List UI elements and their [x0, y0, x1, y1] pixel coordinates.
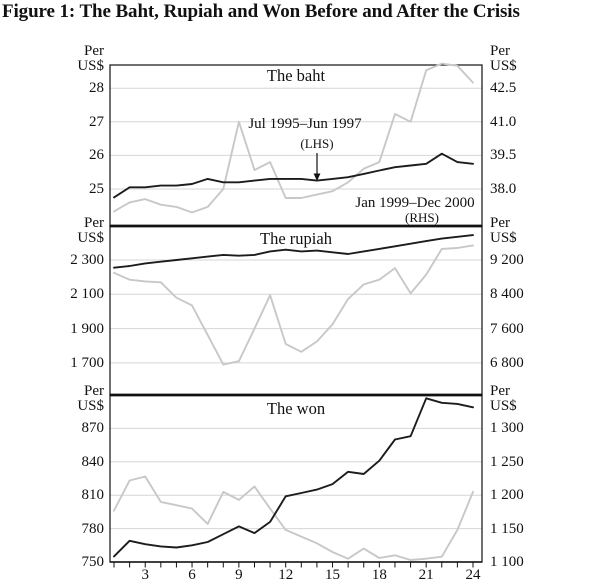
baht-left-tick-label: 26 — [89, 147, 104, 164]
x-tick-label: 18 — [371, 567, 387, 583]
rupiah-right-axis-header: Per US$ — [490, 215, 517, 246]
rupiah-left-tick-label: 1 900 — [70, 320, 104, 337]
baht-right-tick-label: 38.0 — [490, 181, 517, 197]
won-right-tick-label: 1 250 — [490, 453, 524, 470]
x-tick-label: 6 — [188, 567, 196, 583]
rupiah-left-tick-label: 2 100 — [70, 286, 104, 303]
won-rhs-series-line — [113, 475, 474, 561]
x-tick-label: 24 — [465, 567, 481, 583]
baht-right-tick-label: 42.5 — [490, 80, 517, 97]
x-tick-label: 12 — [278, 567, 294, 583]
won-right-tick-label: 1 100 — [490, 554, 524, 570]
baht-lhs-series-line — [113, 152, 474, 199]
baht-right-tick-label: 41.0 — [490, 113, 517, 130]
won-panel-border — [109, 394, 483, 563]
baht-left-tick-label: 28 — [89, 80, 104, 97]
baht-right-axis-header: Per US$ — [490, 43, 517, 74]
baht-left-tick-label: 27 — [89, 113, 104, 130]
won-left-axis-header: Per US$ — [77, 383, 104, 414]
rupiah-right-tick-label: 7 600 — [490, 320, 524, 337]
annotation-lhs-period: Jul 1995–Jun 1997 — [248, 116, 362, 132]
rupiah-right-tick-label: 9 200 — [490, 252, 524, 268]
won-right-tick-label: 1 200 — [490, 487, 524, 504]
won-left-tick-label: 780 — [81, 520, 105, 537]
baht-right-tick-label: 39.5 — [490, 147, 517, 164]
rupiah-left-tick-label: 2 300 — [70, 252, 104, 268]
rupiah-left-axis-header: Per US$ — [77, 215, 104, 246]
x-tick-label: 3 — [141, 567, 149, 583]
x-tick-label: 21 — [418, 567, 434, 583]
rupiah-right-tick-label: 8 400 — [490, 286, 524, 303]
panel-title-baht: The baht — [266, 66, 326, 85]
baht-left-axis-header: Per US$ — [77, 43, 104, 74]
x-tick-label: 9 — [235, 567, 243, 583]
won-right-tick-label: 1 150 — [490, 520, 524, 537]
won-left-tick-label: 750 — [81, 554, 105, 570]
panel-title-rupiah: The rupiah — [260, 229, 332, 248]
won-right-axis-header: Per US$ — [490, 383, 517, 414]
annotation-rhs-period: Jan 1999–Dec 2000 — [355, 195, 475, 211]
panel-title-won: The won — [266, 399, 326, 418]
annotation-rhs-label: (RHS) — [405, 210, 439, 225]
annotation-arrow-head — [313, 173, 321, 181]
baht-rhs-series-line — [113, 62, 474, 214]
won-left-tick-label: 870 — [81, 420, 105, 437]
rupiah-lhs-series-line — [113, 234, 474, 269]
rupiah-right-tick-label: 6 800 — [490, 354, 524, 371]
figure-title: Figure 1: The Baht, Rupiah and Won Befor… — [2, 1, 520, 22]
rupiah-left-tick-label: 1 700 — [70, 354, 104, 371]
baht-left-tick-label: 25 — [89, 181, 104, 197]
rupiah-rhs-series-line — [113, 244, 474, 366]
won-left-tick-label: 810 — [81, 487, 105, 504]
won-lhs-series-line — [113, 397, 474, 558]
won-left-tick-label: 840 — [81, 453, 105, 470]
annotation-lhs-label: (LHS) — [300, 136, 334, 151]
won-right-tick-label: 1 300 — [490, 420, 524, 437]
x-tick-label: 15 — [325, 567, 341, 583]
